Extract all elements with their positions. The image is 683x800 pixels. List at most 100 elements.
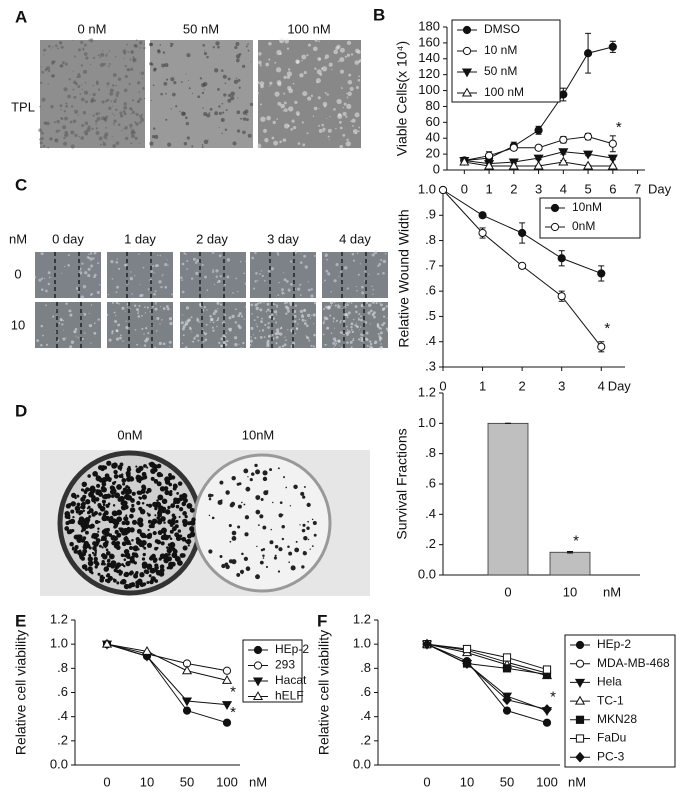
texture (252, 287, 256, 290)
texture (360, 326, 362, 328)
texture (95, 82, 99, 86)
texture (276, 118, 279, 120)
texture (221, 132, 223, 135)
texture (242, 64, 246, 68)
texture (380, 303, 383, 307)
colony (135, 474, 141, 480)
texture (266, 308, 270, 312)
colony (114, 564, 120, 569)
texture (93, 251, 97, 255)
texture (149, 42, 154, 47)
legend-label: Hacat (275, 673, 307, 687)
texture (89, 63, 92, 66)
texture (227, 98, 232, 103)
texture (307, 313, 311, 318)
texture (386, 317, 388, 319)
texture (136, 308, 139, 312)
texture (212, 312, 216, 316)
texture (119, 114, 124, 118)
colony (269, 468, 273, 472)
texture (379, 262, 381, 264)
marker (182, 706, 192, 715)
texture (355, 286, 358, 288)
texture (352, 124, 354, 127)
colony (83, 540, 89, 546)
texture (194, 261, 198, 264)
texture (215, 269, 219, 273)
marker (438, 185, 448, 195)
texture (335, 263, 339, 267)
colony (93, 553, 97, 557)
texture (326, 344, 328, 346)
marker (462, 644, 472, 654)
colony (88, 515, 92, 519)
texture (182, 327, 185, 331)
y-tick-label: .4 (360, 708, 371, 723)
image-background (180, 302, 246, 348)
texture (147, 332, 150, 335)
y-tick-label: .8 (425, 232, 436, 247)
texture (334, 327, 336, 329)
texture (376, 322, 380, 326)
texture (80, 295, 84, 299)
texture (338, 275, 340, 278)
texture (65, 102, 68, 105)
colony (95, 538, 101, 544)
texture (337, 339, 341, 343)
texture (234, 321, 238, 324)
texture (156, 316, 160, 320)
texture (227, 93, 232, 97)
y-tick-label: .4 (425, 506, 436, 521)
colony (303, 535, 308, 541)
texture (277, 253, 280, 256)
texture (328, 62, 333, 67)
image-background (180, 252, 246, 298)
texture (140, 117, 145, 122)
texture (139, 115, 143, 119)
texture (43, 48, 47, 52)
colony (164, 489, 170, 496)
colony (263, 490, 269, 496)
colony (126, 468, 130, 471)
texture (234, 45, 238, 50)
texture (325, 317, 329, 321)
texture (356, 50, 361, 55)
legend-label: 100 nM (484, 85, 524, 99)
texture (256, 92, 260, 95)
texture (285, 312, 288, 315)
texture (139, 142, 141, 144)
texture (144, 339, 148, 343)
texture (313, 301, 317, 305)
colony (145, 490, 149, 494)
texture (288, 88, 294, 94)
colony (172, 549, 178, 554)
texture (40, 146, 43, 149)
colony (138, 491, 143, 495)
texture (285, 301, 289, 304)
colony (111, 464, 116, 469)
texture (219, 303, 223, 306)
texture (285, 280, 289, 283)
texture (134, 136, 138, 140)
texture (132, 56, 135, 59)
colony (288, 551, 293, 556)
texture (149, 141, 154, 146)
colony (237, 525, 241, 529)
y-tick-label: .2 (360, 732, 371, 747)
colony (164, 553, 169, 558)
colony (102, 515, 108, 522)
texture (63, 141, 68, 146)
y-tick-label: .2 (425, 536, 436, 551)
colony (262, 554, 265, 557)
texture (304, 265, 308, 269)
texture (339, 69, 345, 74)
texture (222, 111, 225, 114)
colony (103, 476, 109, 482)
texture (204, 275, 207, 279)
texture (143, 46, 146, 50)
texture (384, 252, 387, 255)
texture (58, 129, 61, 132)
texture (346, 304, 349, 307)
colony (130, 555, 135, 560)
texture (242, 130, 246, 135)
